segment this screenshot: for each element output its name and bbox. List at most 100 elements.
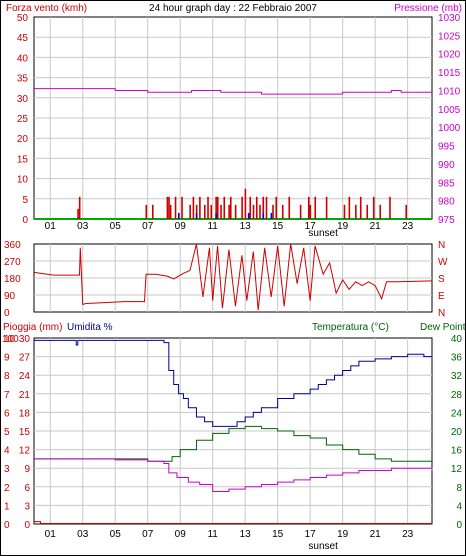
wind-gust-bar — [299, 204, 302, 219]
wind-axis-label: Forza vento (kmh) — [6, 3, 87, 14]
wind-gust-bar — [372, 196, 375, 219]
wind-tick-label: 45 — [17, 33, 29, 44]
rain-tick-label: 5 — [4, 427, 10, 438]
x-tick-label: 05 — [110, 221, 122, 232]
humidity-tick-label: 18 — [19, 408, 31, 419]
wind-tick-label: 15 — [17, 154, 29, 165]
x-tick-label-bottom: 15 — [272, 529, 284, 540]
pressure-tick-label: 995 — [438, 142, 455, 153]
wind-gust-bar — [145, 204, 148, 219]
humidity-tick-label: 6 — [24, 483, 30, 494]
wind-gust-bar — [359, 196, 362, 219]
wind-gust-bar — [366, 204, 369, 219]
pressure-tick-label: 1020 — [438, 50, 461, 61]
wind-gust-bar — [216, 196, 219, 219]
humidity-tick-label: 12 — [19, 446, 31, 457]
temperature-tick-label: 28 — [451, 390, 463, 401]
wind-gust-bar — [241, 196, 243, 219]
wind-gust-bar — [168, 196, 170, 219]
wind-gust-bar — [288, 196, 291, 219]
humidity-tick-label: 24 — [19, 371, 31, 382]
humidity-line — [34, 339, 433, 427]
wind-avg-bar — [215, 212, 217, 219]
wind-avg-bar — [177, 212, 180, 219]
wind-gust-bar — [379, 204, 382, 219]
humidity-tick-label: 9 — [24, 464, 30, 475]
wind-gust-bar — [275, 196, 278, 219]
pressure-tick-label: 975 — [438, 215, 455, 226]
wind-tick-label: 0 — [22, 215, 28, 226]
wind-avg-bar — [262, 212, 265, 219]
x-tick-label: 09 — [175, 221, 187, 232]
direction-tick-label: 0 — [4, 308, 10, 319]
wind-gust-bar — [265, 196, 268, 219]
rain-tick-label: 3 — [4, 464, 10, 475]
rain-tick-label: 0 — [4, 520, 10, 531]
wind-direction-line — [33, 243, 433, 311]
wind-gust-bar — [244, 188, 247, 219]
pressure-axis-label: Pressione (mb) — [394, 3, 462, 14]
dewpoint-line — [34, 458, 433, 492]
wind-gust-bar — [348, 196, 351, 219]
x-tick-label: 11 — [207, 221, 218, 232]
wind-gust-bar — [223, 196, 226, 219]
rain-tick-label: 4 — [4, 446, 10, 457]
temperature-tick-label: 16 — [451, 446, 463, 457]
temperature-tick-label: 24 — [451, 408, 463, 419]
direction-tick-label: 270 — [4, 257, 21, 268]
pressure-tick-label: 980 — [438, 197, 455, 208]
temperature-tick-label: 0 — [456, 520, 462, 531]
humidity-tick-label: 27 — [19, 353, 31, 364]
x-tick-label: 23 — [402, 221, 414, 232]
wind-gust-bar — [229, 196, 232, 219]
x-tick-label: 01 — [45, 221, 57, 232]
x-tick-label: 17 — [305, 221, 317, 232]
rain-tick-label: 1 — [4, 501, 10, 512]
wind-tick-label: 25 — [17, 114, 29, 125]
wind-tick-label: 30 — [17, 94, 29, 105]
wind-gust-bar — [262, 196, 265, 219]
wind-gust-bar — [234, 204, 237, 219]
humidity-tick-label: 3 — [24, 501, 30, 512]
wind-avg-bar — [195, 212, 198, 219]
temperature-tick-label: 40 — [451, 334, 463, 345]
wind-gust-bar — [249, 196, 252, 219]
direction-tick-label: 180 — [4, 274, 21, 285]
humidity-tick-label: 15 — [19, 427, 31, 438]
rain-tick-label: 9 — [4, 353, 10, 364]
humidity-tick-label: 30 — [19, 334, 31, 345]
sunset-label: sunset — [308, 228, 338, 239]
temperature-tick-label: 20 — [451, 427, 463, 438]
wind-gust-bar — [77, 208, 79, 219]
x-tick-label-bottom: 13 — [240, 529, 252, 540]
wind-gust-bar — [192, 196, 195, 219]
rain-humidity-temp-panel: Pioggia (mm) Umidita % Temperatura (°C) … — [2, 322, 466, 552]
wind-gust-bar — [343, 204, 346, 219]
temperature-axis-label: Temperatura (°C) — [312, 322, 389, 333]
direction-tick-label: 360 — [4, 240, 21, 251]
wind-gust-bar — [174, 196, 177, 219]
wind-gust-bar — [252, 204, 255, 219]
x-tick-label-bottom: 01 — [45, 529, 57, 540]
wind-gust-bar — [151, 204, 154, 219]
wind-gust-bar — [325, 196, 328, 219]
wind-gust-bar — [309, 204, 312, 219]
pressure-tick-label: 1000 — [438, 123, 461, 134]
wind-tick-label: 50 — [17, 13, 29, 24]
humidity-axis-label: Umidita % — [67, 322, 113, 333]
wind-tick-label: 40 — [17, 53, 29, 64]
compass-label: N — [438, 240, 445, 251]
x-tick-label-bottom: 19 — [337, 529, 349, 540]
humidity-top-label: 100 — [2, 334, 19, 345]
x-tick-label-bottom: 17 — [305, 529, 317, 540]
temperature-tick-label: 12 — [451, 464, 463, 475]
wind-gust-bar — [272, 204, 274, 219]
x-tick-label: 15 — [272, 221, 284, 232]
wind-gust-bar — [166, 196, 169, 219]
humidity-tick-label: 0 — [24, 520, 30, 531]
x-tick-label: 19 — [337, 221, 349, 232]
wind-tick-label: 5 — [22, 195, 28, 206]
wind-avg-bar — [247, 212, 250, 219]
